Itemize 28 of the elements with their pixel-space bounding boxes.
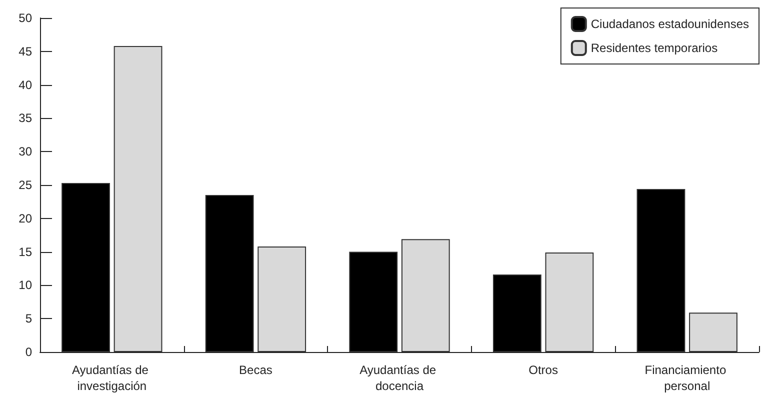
y-tick-label: 10 <box>18 278 32 292</box>
legend-label: Ciudadanos estadounidenses <box>590 17 750 31</box>
y-tick-label: 35 <box>18 111 32 126</box>
bar <box>62 182 110 352</box>
x-tick-label: Financiamiento personal <box>644 363 730 393</box>
y-tick-label: 40 <box>18 78 32 92</box>
bar <box>492 274 542 352</box>
bar <box>349 252 398 352</box>
y-tick-label: 20 <box>18 211 32 226</box>
bar <box>545 252 594 352</box>
x-tick-label: Ayudantías de investigación <box>72 363 152 393</box>
bar <box>258 246 306 352</box>
y-tick-label: 25 <box>18 178 32 192</box>
legend-label: Residentes temporarios <box>590 41 718 55</box>
bar <box>205 195 254 352</box>
y-tick-label: 0 <box>25 345 32 359</box>
y-tick-label: 30 <box>18 144 32 159</box>
x-tick-label: Otros <box>528 363 558 377</box>
x-tick-label: Ayudantías de docencia <box>360 363 440 393</box>
bar <box>689 312 738 352</box>
bar <box>636 189 686 352</box>
y-tick-label: 50 <box>18 11 32 25</box>
bar <box>114 46 162 352</box>
bar <box>401 239 450 352</box>
y-tick-label: 45 <box>18 44 32 58</box>
y-tick-label: 5 <box>25 312 32 326</box>
y-tick-label: 15 <box>18 244 32 259</box>
x-tick-label: Becas <box>239 363 272 377</box>
